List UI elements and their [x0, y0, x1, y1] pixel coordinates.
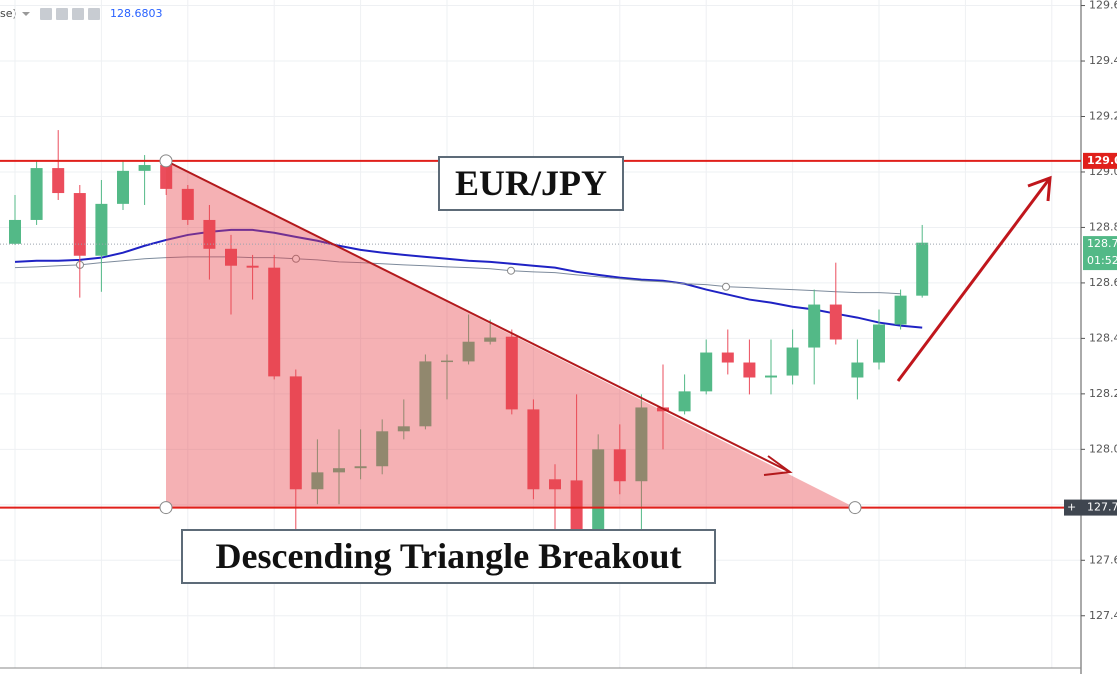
ma-handle	[507, 266, 515, 275]
toolbar-icon	[88, 8, 100, 20]
countdown: 01:52:	[1087, 254, 1117, 267]
toolbar-icon	[72, 8, 84, 20]
candle-body	[808, 304, 821, 348]
candle-body	[527, 409, 540, 490]
candle-body	[549, 479, 561, 490]
candle-body	[376, 431, 389, 467]
candle-body	[9, 219, 21, 244]
y-tick-label: 128.40	[1089, 331, 1117, 344]
toolbar-icon	[40, 8, 52, 20]
y-tick-label: 129.20	[1089, 109, 1117, 122]
candle-body	[268, 267, 281, 377]
ma-handle	[722, 282, 730, 291]
candle-body	[181, 188, 194, 220]
triangle-handle	[159, 501, 173, 515]
candle-body	[138, 165, 151, 171]
candle-body	[52, 168, 65, 194]
breakout-arrow	[896, 177, 1052, 382]
candle-body	[570, 480, 583, 530]
candle-body	[73, 193, 86, 256]
candle-body	[354, 466, 367, 469]
candle-body	[95, 203, 108, 256]
crosshair-plus: +	[1067, 501, 1076, 514]
support-tag	[1064, 499, 1117, 516]
candle-body	[246, 265, 259, 268]
triangle-handle	[159, 154, 173, 168]
candle-body	[873, 324, 885, 363]
candle-body	[505, 336, 518, 410]
y-tick-label: 128.60	[1089, 276, 1117, 289]
candle-body	[592, 449, 605, 530]
arrow-head	[1027, 175, 1052, 202]
y-tick-label: 128.20	[1089, 387, 1117, 400]
resistance-tag-label: 129.04	[1087, 154, 1117, 167]
candle-body	[441, 360, 453, 363]
arrow-head	[763, 455, 793, 476]
candle-body	[397, 426, 410, 432]
toolbar-icon	[56, 8, 68, 20]
indicator-label: se)	[0, 7, 17, 20]
moving-average	[14, 256, 901, 295]
candle-body	[765, 375, 777, 378]
candle-body	[829, 304, 842, 340]
triangle	[166, 160, 855, 508]
trend-line	[165, 159, 791, 473]
candle-body	[311, 472, 324, 490]
y-tick-label: 128.80	[1089, 220, 1117, 233]
y-tick-label: 129.60	[1089, 0, 1117, 12]
pair-label: EUR/JPY	[438, 156, 624, 211]
y-tick-label: 127.40	[1089, 609, 1117, 622]
candle-body	[786, 347, 799, 376]
candle-body	[462, 341, 475, 362]
candle-body	[160, 165, 173, 189]
y-tick-label: 129.40	[1089, 54, 1117, 67]
candle-body	[203, 219, 216, 249]
candle-body	[613, 449, 626, 482]
candle-body	[419, 361, 432, 427]
y-tick-label: 128.00	[1089, 442, 1117, 455]
candle-body	[678, 391, 691, 412]
candle-body	[333, 468, 345, 473]
candle-body	[851, 362, 864, 378]
candle-body	[894, 295, 907, 325]
ma-handle	[292, 254, 300, 263]
candle-body	[289, 376, 302, 490]
candle-body	[700, 352, 713, 392]
candle-body	[743, 362, 756, 378]
dropdown-icon	[22, 12, 30, 16]
candle-body	[916, 242, 929, 296]
y-tick-label: 127.60	[1089, 553, 1117, 566]
last-price-tag	[1083, 236, 1117, 271]
candle-body	[117, 170, 129, 204]
moving-average	[14, 228, 923, 329]
triangle-handle	[848, 501, 862, 515]
candle-body	[635, 407, 648, 482]
resistance-tag	[1083, 152, 1117, 169]
pattern-label: Descending Triangle Breakout	[181, 529, 716, 584]
last-price-label: 128.74	[1087, 237, 1117, 250]
candle-body	[30, 168, 43, 220]
indicator-value: 128.6803	[110, 7, 163, 20]
support-tag-label: 127.79	[1087, 501, 1117, 514]
candle-body	[721, 352, 734, 363]
candle-body	[484, 337, 497, 342]
candle-body	[225, 248, 237, 266]
